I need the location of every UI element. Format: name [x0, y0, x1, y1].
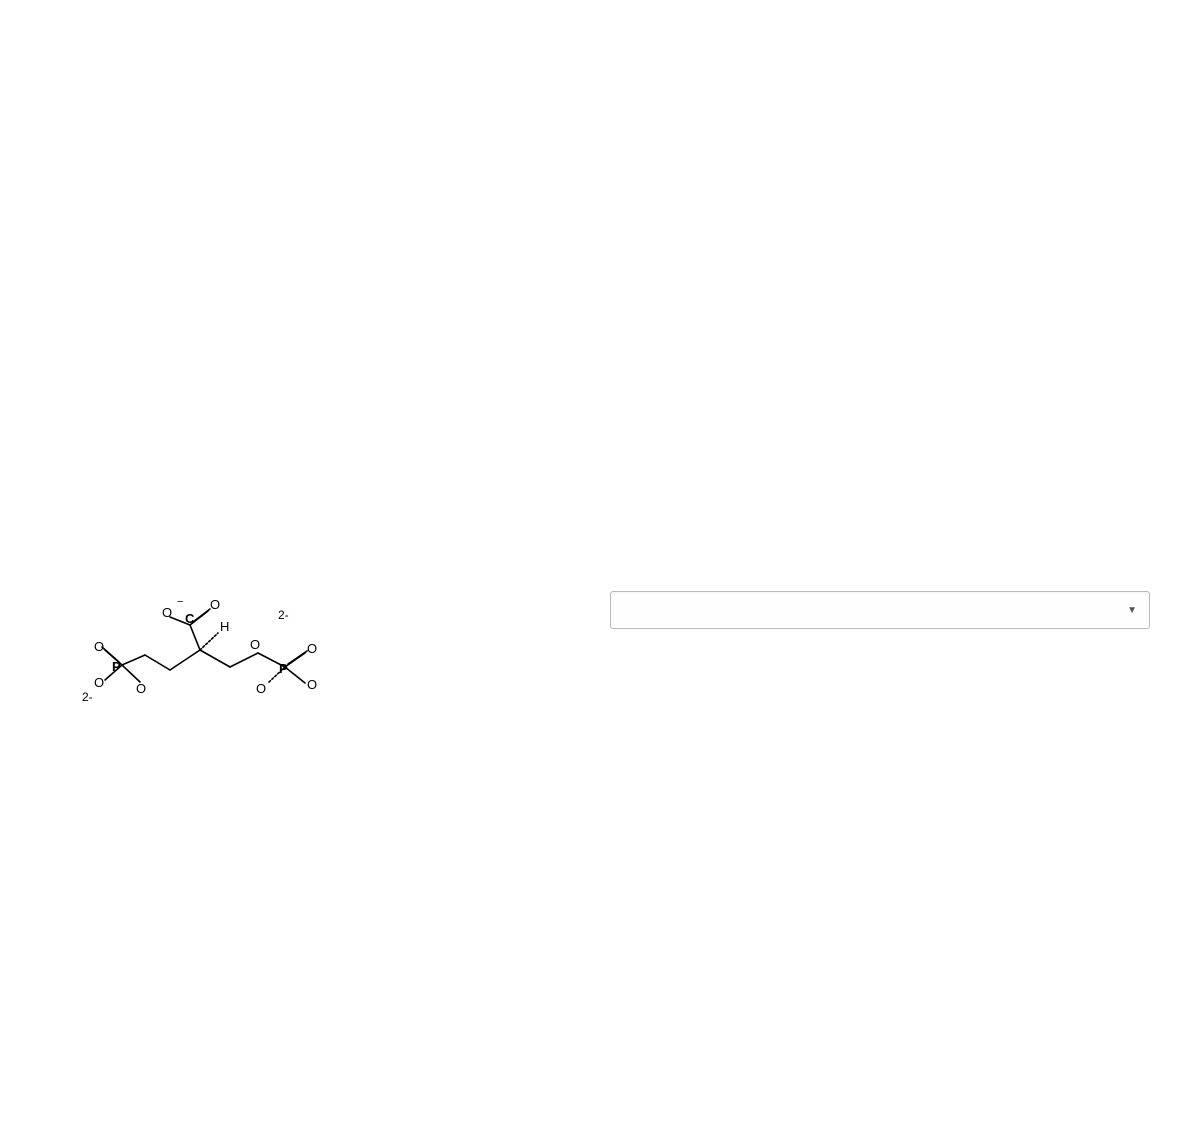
svg-text:−: − — [177, 596, 183, 608]
svg-text:O: O — [94, 675, 104, 690]
svg-text:O: O — [250, 637, 260, 652]
bpg-structure: O O O P O O C − H O P O O O 2- 2- — [50, 575, 570, 720]
svg-text:O: O — [210, 597, 220, 612]
svg-text:O: O — [307, 641, 317, 656]
svg-text:O: O — [307, 677, 317, 692]
svg-text:2-: 2- — [82, 690, 93, 704]
svg-text:O: O — [136, 681, 146, 696]
residue-select[interactable]: ▼ — [610, 591, 1150, 629]
svg-text:C: C — [185, 611, 195, 626]
svg-text:O: O — [94, 639, 104, 654]
svg-text:P: P — [279, 661, 288, 676]
svg-text:O: O — [256, 681, 266, 696]
chevron-down-icon: ▼ — [1127, 605, 1137, 616]
dissociation-chart — [50, 30, 530, 515]
svg-text:2-: 2- — [278, 608, 289, 622]
svg-text:P: P — [112, 659, 121, 674]
svg-text:O: O — [162, 605, 172, 620]
svg-text:H: H — [220, 619, 229, 634]
